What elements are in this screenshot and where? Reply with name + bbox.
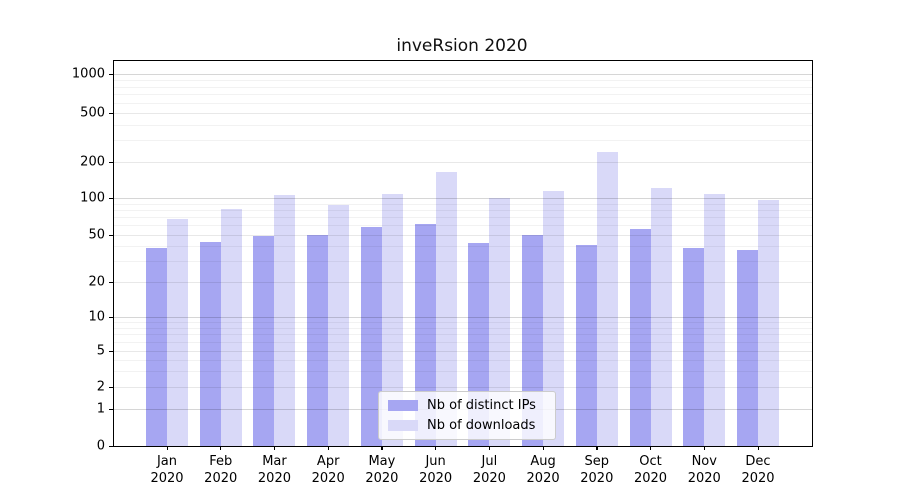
x-tick-label: Apr 2020 bbox=[311, 454, 345, 486]
x-tick bbox=[596, 446, 598, 450]
x-tick bbox=[166, 446, 168, 450]
y-tick-label: 5 bbox=[96, 343, 105, 359]
bar-ips-apr bbox=[307, 235, 329, 446]
x-tick bbox=[488, 446, 491, 450]
legend-swatch-distinct-ips bbox=[388, 400, 418, 411]
y-tick bbox=[109, 197, 114, 199]
y-tick-label: 0 bbox=[96, 438, 105, 454]
bar-ips-nov bbox=[683, 247, 705, 446]
legend-item-distinct-ips: Nb of distinct IPs bbox=[388, 398, 546, 413]
x-tick bbox=[757, 446, 759, 450]
gridline-500 bbox=[114, 113, 812, 114]
x-tick-label: Jan 2020 bbox=[150, 454, 184, 486]
x-tick bbox=[650, 446, 652, 450]
y-tick bbox=[109, 73, 114, 75]
y-tick bbox=[109, 408, 114, 410]
bar-downloads-may bbox=[381, 194, 403, 446]
bar-downloads-feb bbox=[220, 208, 242, 446]
bar-downloads-sep bbox=[596, 152, 618, 446]
legend-label-downloads: Nb of downloads bbox=[427, 418, 536, 433]
gridline-700 bbox=[114, 94, 812, 96]
x-tick-label: Feb 2020 bbox=[204, 454, 238, 486]
x-tick bbox=[273, 446, 276, 450]
plot-area: 0 1 2 5 10 20 50 100 200 500 1000 Jan 2020 Feb 2020 M… bbox=[72, 60, 813, 486]
x-tick-label: Jul 2020 bbox=[472, 454, 506, 486]
bar-downloads-apr bbox=[328, 204, 350, 446]
x-tick-label: Jun 2020 bbox=[419, 454, 453, 486]
gridline-300 bbox=[114, 140, 812, 142]
legend-swatch-downloads bbox=[388, 420, 418, 431]
x-tick bbox=[703, 446, 705, 450]
x-tick bbox=[542, 446, 544, 450]
y-tick bbox=[109, 281, 114, 283]
bar-ips-sep bbox=[575, 245, 597, 446]
x-tick-label: Aug 2020 bbox=[526, 454, 560, 486]
y-tick bbox=[109, 350, 114, 352]
bar-ips-jun bbox=[414, 223, 436, 446]
y-tick-label: 10 bbox=[88, 309, 105, 325]
x-tick-label: Sep 2020 bbox=[580, 454, 614, 486]
bar-downloads-mar bbox=[274, 194, 296, 446]
y-tick bbox=[109, 445, 114, 447]
gridline-600 bbox=[114, 102, 812, 104]
y-tick-label: 1000 bbox=[71, 66, 105, 82]
y-tick-label: 1 bbox=[96, 401, 105, 417]
y-tick-label: 200 bbox=[80, 154, 105, 170]
x-tick bbox=[327, 446, 329, 450]
x-tick-label: Nov 2020 bbox=[687, 454, 721, 486]
bar-ips-feb bbox=[199, 241, 221, 446]
y-tick bbox=[109, 386, 114, 388]
x-tick-label: Oct 2020 bbox=[633, 454, 668, 486]
x-tick bbox=[435, 446, 437, 450]
y-tick-label: 2 bbox=[96, 379, 105, 395]
bar-ips-dec bbox=[737, 250, 758, 446]
bar-ips-may bbox=[360, 227, 382, 446]
bar-downloads-dec bbox=[758, 199, 779, 446]
x-tick bbox=[381, 446, 383, 450]
bar-ips-jan bbox=[146, 247, 167, 446]
y-tick-label: 20 bbox=[88, 274, 105, 290]
y-tick bbox=[109, 316, 114, 318]
y-tick bbox=[109, 234, 114, 236]
y-tick-label: 50 bbox=[88, 227, 105, 243]
chart-title: inveRsion 2020 bbox=[396, 36, 528, 56]
bar-downloads-jul bbox=[489, 198, 511, 446]
bar-ips-mar bbox=[253, 236, 275, 446]
bar-ips-oct bbox=[629, 228, 651, 446]
x-tick-label: Mar 2020 bbox=[257, 454, 291, 486]
bar-downloads-aug bbox=[543, 190, 565, 446]
bar-downloads-jan bbox=[167, 218, 188, 446]
y-tick-label: 500 bbox=[80, 105, 105, 121]
y-tick bbox=[109, 161, 114, 163]
bar-downloads-nov bbox=[704, 194, 726, 446]
gridline-900 bbox=[114, 79, 812, 81]
y-tick-label: 100 bbox=[80, 190, 105, 206]
gridline-800 bbox=[114, 86, 812, 88]
x-tick bbox=[220, 446, 222, 450]
legend-label-distinct-ips: Nb of distinct IPs bbox=[427, 398, 536, 413]
x-tick-label: May 2020 bbox=[365, 454, 399, 486]
y-tick bbox=[109, 112, 114, 114]
bar-downloads-jun bbox=[435, 172, 457, 446]
legend: Nb of distinct IPs Nb of downloads bbox=[378, 391, 556, 440]
bar-downloads-oct bbox=[650, 187, 672, 446]
gridline-200 bbox=[114, 162, 812, 163]
legend-item-downloads: Nb of downloads bbox=[388, 418, 546, 433]
gridline-1000 bbox=[114, 74, 812, 75]
gridline-400 bbox=[114, 124, 812, 126]
x-tick-label: Dec 2020 bbox=[741, 454, 775, 486]
